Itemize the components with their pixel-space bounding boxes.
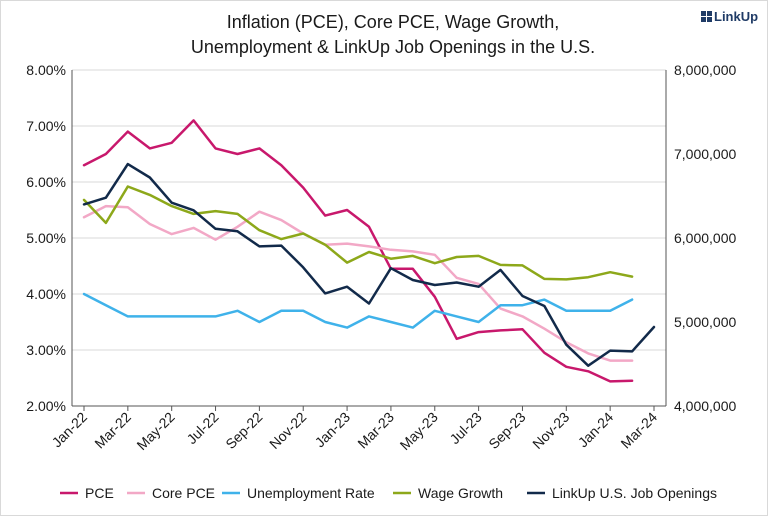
y-right-tick-label: 7,000,000 (674, 146, 736, 162)
x-tick-label: Sep-23 (485, 409, 528, 452)
gridlines (71, 69, 667, 407)
y-left-tick-label: 8.00% (26, 62, 66, 78)
x-tick-label: Jul-23 (446, 409, 484, 447)
y-right-tick-label: 6,000,000 (674, 230, 736, 246)
series-line-linkup-u-s-job-openings (82, 162, 656, 367)
series-line-pce (82, 119, 634, 383)
logo-text: LinkUp (714, 9, 758, 24)
x-tick-label: Mar-23 (354, 409, 397, 452)
y-axis-left: 2.00% 3.00% 4.00% 5.00% 6.00% 7.00% 8.00% (26, 62, 66, 414)
y-left-tick-label: 7.00% (26, 118, 66, 134)
x-tick-label: Mar-22 (91, 409, 134, 452)
y-left-tick-label: 3.00% (26, 342, 66, 358)
x-tick-label: Nov-22 (266, 409, 309, 452)
x-axis: Jan-22 Mar-22 May-22 Jul-22 Sep-22 Nov-22 Jan-… (49, 406, 660, 453)
x-tick-label: Nov-23 (529, 409, 572, 452)
y-right-tick-label: 4,000,000 (674, 398, 736, 414)
chart-title-line-1: Inflation (PCE), Core PCE, Wage Growth, (227, 12, 559, 32)
grid-icon (701, 11, 712, 22)
legend-label-linkup-u-s-job-openings: LinkUp U.S. Job Openings (552, 485, 717, 501)
x-tick-label: Jan-24 (575, 409, 617, 451)
series-line-core-pce (82, 204, 634, 362)
series-line-wage-growth (82, 185, 634, 281)
series-line-unemployment-rate (82, 292, 634, 329)
legend-label-wage-growth: Wage Growth (418, 485, 503, 501)
x-tick-label: May-22 (133, 409, 177, 453)
y-left-tick-label: 6.00% (26, 174, 66, 190)
y-left-tick-label: 2.00% (26, 398, 66, 414)
series-lines (82, 119, 656, 383)
x-tick-label: Jan-23 (312, 409, 354, 451)
legend-label-core-pce: Core PCE (152, 485, 215, 501)
x-tick-label: Sep-22 (222, 409, 265, 452)
x-tick-label: Jul-22 (183, 409, 221, 447)
legend: PCE Core PCE Unemployment Rate Wage Growth L… (60, 485, 717, 501)
linkup-logo: LinkUp (701, 9, 758, 24)
y-left-tick-label: 4.00% (26, 286, 66, 302)
y-left-tick-label: 5.00% (26, 230, 66, 246)
x-tick-label: Jan-22 (49, 409, 91, 451)
x-tick-label: May-23 (397, 409, 441, 453)
legend-label-pce: PCE (85, 485, 114, 501)
y-right-tick-label: 5,000,000 (674, 314, 736, 330)
x-tick-label: Mar-24 (617, 409, 660, 452)
y-axis-right: 4,000,000 5,000,000 6,000,000 7,000,000 8,00… (674, 62, 736, 414)
chart-title-line-2: Unemployment & LinkUp Job Openings in th… (191, 37, 595, 57)
y-right-tick-label: 8,000,000 (674, 62, 736, 78)
legend-label-unemployment-rate: Unemployment Rate (247, 485, 375, 501)
